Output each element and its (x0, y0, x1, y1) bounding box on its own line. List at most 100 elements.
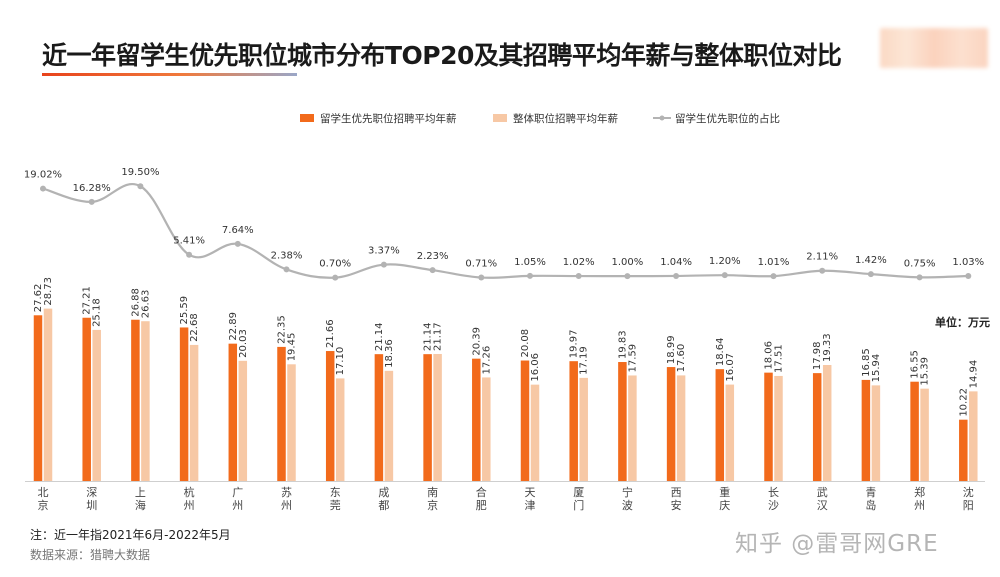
bar-overall-label: 28.73 (43, 277, 54, 306)
bar-priority-沈阳 (959, 419, 968, 481)
category-label: 门 (573, 498, 584, 512)
bar-priority-label: 21.14 (423, 323, 434, 352)
share-point-成都 (380, 261, 387, 268)
bar-priority-郑州 (910, 381, 919, 481)
bar-overall-西安 (676, 375, 686, 481)
share-label: 1.03% (952, 257, 984, 268)
share-point-苏州 (283, 266, 290, 273)
category-label: 西 (671, 486, 682, 499)
watermark: 知乎 @雷哥网GRE (735, 531, 939, 557)
category-label: 苏 (281, 486, 292, 499)
share-label: 3.37% (368, 246, 400, 257)
blurred-logo (880, 28, 988, 68)
share-point-重庆 (721, 272, 728, 279)
bar-overall-合肥 (482, 377, 491, 481)
category-label: 深 (86, 486, 97, 499)
category-label: 圳 (86, 499, 97, 512)
category-label: 青 (865, 486, 876, 499)
share-label: 1.20% (709, 256, 741, 267)
share-label: 2.11% (806, 252, 838, 263)
bar-overall-label: 17.19 (579, 346, 590, 375)
category-label: 州 (914, 499, 925, 512)
category-label: 岛 (865, 498, 876, 512)
share-point-郑州 (916, 274, 923, 281)
bar-priority-label: 10.22 (958, 388, 969, 417)
bar-overall-label: 19.45 (287, 333, 298, 362)
category-label: 天 (525, 486, 536, 499)
chart-title: 近一年留学生优先职位城市分布TOP20及其招聘平均年薪与整体职位对比 (42, 41, 842, 70)
bar-priority-西安 (666, 367, 676, 481)
legend-label-2: 整体职位招聘平均年薪 (513, 112, 618, 125)
category-label: 宁 (622, 485, 633, 499)
bar-priority-东莞 (325, 351, 335, 481)
bar-priority-label: 18.99 (666, 335, 677, 364)
bar-overall-杭州 (189, 344, 199, 481)
category-label: 长 (768, 486, 779, 499)
data-source: 数据来源：猎聘大数据 (30, 548, 151, 562)
category-label: 肥 (476, 499, 487, 512)
bar-overall-广州 (238, 360, 248, 481)
share-point-天津 (527, 272, 533, 279)
category-label: 京 (427, 498, 438, 512)
bar-priority-天津 (520, 360, 530, 481)
bar-overall-苏州 (287, 364, 296, 481)
share-label: 1.42% (855, 255, 887, 266)
category-label: 杭 (184, 485, 195, 499)
share-label: 1.04% (660, 257, 692, 268)
bar-overall-青岛 (871, 385, 881, 481)
bar-overall-深圳 (92, 329, 101, 481)
bar-priority-青岛 (861, 379, 871, 481)
share-point-上海 (137, 183, 144, 190)
share-label: 1.05% (514, 257, 546, 268)
title-underline (42, 73, 297, 76)
share-label: 2.38% (271, 250, 303, 261)
category-label: 北 (38, 486, 49, 499)
bar-overall-label: 16.07 (725, 353, 736, 382)
share-label: 0.70% (319, 259, 351, 270)
category-label: 成 (378, 486, 389, 499)
category-label: 东 (330, 486, 341, 499)
category-label: 重 (719, 485, 730, 499)
bar-priority-宁波 (618, 362, 627, 481)
bar-overall-label: 25.18 (92, 298, 103, 327)
bar-priority-label: 17.98 (812, 341, 823, 370)
share-label: 1.01% (758, 257, 790, 268)
share-point-深圳 (88, 198, 95, 205)
share-point-宁波 (624, 273, 631, 280)
category-label: 沈 (963, 485, 974, 499)
bar-overall-东莞 (335, 378, 345, 481)
bar-priority-成都 (374, 354, 384, 481)
category-label: 厦 (573, 486, 584, 499)
bar-overall-label: 26.63 (140, 290, 151, 319)
bar-overall-武汉 (822, 365, 832, 481)
share-point-武汉 (819, 267, 826, 274)
share-point-东莞 (332, 274, 339, 281)
bar-priority-label: 22.35 (277, 315, 288, 344)
bar-priority-label: 27.21 (82, 286, 93, 315)
bar-overall-南京 (433, 353, 442, 481)
category-label: 沙 (768, 499, 779, 512)
share-point-广州 (234, 240, 241, 247)
share-label: 16.28% (73, 183, 111, 194)
category-label: 津 (525, 499, 536, 512)
bar-overall-重庆 (725, 384, 735, 481)
bar-overall-沈阳 (969, 391, 978, 481)
bar-priority-广州 (228, 343, 238, 481)
share-label: 1.02% (563, 257, 595, 268)
share-point-西安 (673, 272, 680, 279)
legend-swatch-1 (300, 114, 314, 122)
share-point-北京 (40, 185, 46, 192)
bar-priority-武汉 (812, 373, 822, 481)
category-label: 汉 (817, 499, 828, 512)
bar-priority-重庆 (715, 369, 725, 481)
bar-priority-label: 18.06 (764, 341, 775, 370)
bar-overall-label: 17.10 (335, 347, 346, 376)
share-point-厦门 (575, 273, 582, 280)
bar-priority-label: 21.14 (374, 323, 385, 352)
legend-label-3: 留学生优先职位的占比 (675, 112, 780, 125)
legend-label-1: 留学生优先职位招聘平均年薪 (320, 112, 457, 125)
bar-overall-北京 (43, 308, 53, 481)
category-label: 州 (184, 499, 195, 512)
bar-overall-label: 21.17 (433, 322, 444, 351)
